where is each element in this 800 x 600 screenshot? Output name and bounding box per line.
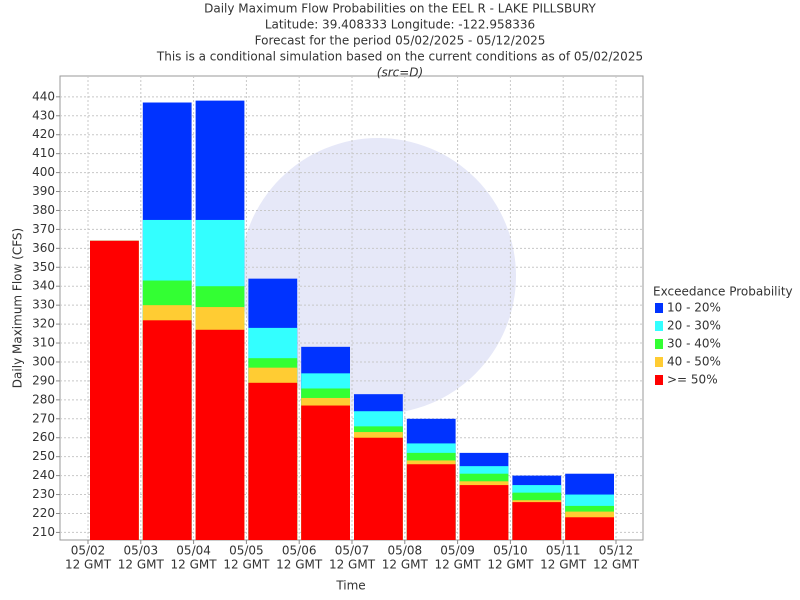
legend-label: >= 50% <box>667 373 718 387</box>
legend-swatch <box>655 303 663 313</box>
y-tick-label: 370 <box>32 222 55 236</box>
bar <box>142 320 192 540</box>
y-tick-label: 360 <box>32 241 55 255</box>
legend-label: 20 - 30% <box>667 319 721 333</box>
chart-title: Forecast for the period 05/02/2025 - 05/… <box>255 34 546 48</box>
x-tick-label: 05/11 <box>546 544 581 558</box>
chart-title: (src=D) <box>377 66 423 80</box>
y-tick-label: 390 <box>32 184 55 198</box>
x-tick-label: 12 GMT <box>276 558 323 572</box>
x-tick-label: 05/10 <box>493 544 528 558</box>
legend-label: 10 - 20% <box>667 301 721 315</box>
y-tick-label: 280 <box>32 392 55 406</box>
y-tick-label: 420 <box>32 127 55 141</box>
x-tick-label: 12 GMT <box>540 558 587 572</box>
y-tick-label: 240 <box>32 468 55 482</box>
y-tick-label: 350 <box>32 260 55 274</box>
y-tick-label: 310 <box>32 336 55 350</box>
y-tick-label: 400 <box>32 165 55 179</box>
x-tick-label: 05/09 <box>440 544 475 558</box>
legend-title: Exceedance Probability <box>653 285 793 299</box>
y-tick-label: 290 <box>32 373 55 387</box>
x-tick-label: 05/08 <box>388 544 423 558</box>
legend-label: 30 - 40% <box>667 337 721 351</box>
x-tick-label: 12 GMT <box>118 558 165 572</box>
x-tick-label: 05/06 <box>282 544 317 558</box>
y-tick-label: 300 <box>32 354 55 368</box>
y-tick-label: 250 <box>32 449 55 463</box>
y-tick-label: 320 <box>32 317 55 331</box>
x-tick-label: 12 GMT <box>171 558 218 572</box>
bar <box>248 382 298 540</box>
x-tick-label: 05/05 <box>229 544 264 558</box>
y-tick-label: 380 <box>32 203 55 217</box>
bar <box>301 405 350 540</box>
bar <box>565 517 614 540</box>
y-tick-label: 220 <box>32 506 55 520</box>
x-tick-label: 12 GMT <box>435 558 482 572</box>
y-axis-label: Daily Maximum Flow (CFS) <box>11 228 25 388</box>
x-tick-label: 12 GMT <box>65 558 112 572</box>
bar <box>195 329 245 540</box>
x-axis-label: Time <box>335 579 365 593</box>
chart-title: This is a conditional simulation based o… <box>156 50 643 64</box>
legend-swatch <box>655 357 663 367</box>
y-tick-label: 430 <box>32 108 55 122</box>
x-tick-label: 05/07 <box>335 544 370 558</box>
y-tick-label: 330 <box>32 298 55 312</box>
y-tick-label: 340 <box>32 279 55 293</box>
y-tick-label: 270 <box>32 411 55 425</box>
x-tick-label: 05/04 <box>176 544 211 558</box>
legend-label: 40 - 50% <box>667 355 721 369</box>
x-tick-label: 12 GMT <box>593 558 640 572</box>
legend-swatch <box>655 339 663 349</box>
x-tick-label: 05/12 <box>599 544 634 558</box>
y-tick-label: 230 <box>32 487 55 501</box>
y-tick-label: 440 <box>32 89 55 103</box>
x-tick-label: 05/03 <box>124 544 159 558</box>
bar <box>354 437 403 540</box>
x-tick-label: 05/02 <box>71 544 106 558</box>
x-tick-label: 12 GMT <box>329 558 376 572</box>
y-tick-label: 260 <box>32 430 55 444</box>
watermark <box>240 138 516 414</box>
bar <box>459 485 509 540</box>
bar <box>512 502 562 540</box>
legend-swatch <box>655 321 663 331</box>
x-tick-label: 12 GMT <box>382 558 429 572</box>
chart-title: Daily Maximum Flow Probabilities on the … <box>204 2 596 16</box>
legend-swatch <box>655 375 663 385</box>
y-tick-label: 210 <box>32 525 55 539</box>
chart-title: Latitude: 39.408333 Longitude: -122.9583… <box>265 18 535 32</box>
bar <box>406 464 456 540</box>
bar <box>90 240 139 541</box>
x-tick-label: 12 GMT <box>487 558 534 572</box>
x-tick-label: 12 GMT <box>223 558 270 572</box>
y-tick-label: 410 <box>32 146 55 160</box>
